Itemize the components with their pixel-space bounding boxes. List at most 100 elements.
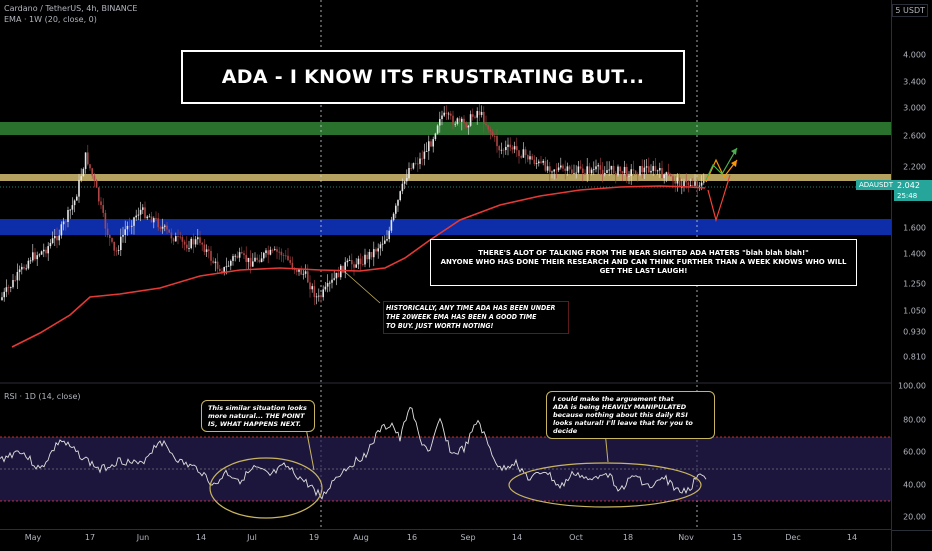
ema-indicator-label[interactable]: EMA · 1W (20, close, 0) (4, 15, 97, 24)
candle-body (302, 273, 305, 275)
candle-body (544, 160, 547, 171)
candle-body (694, 181, 696, 186)
rsi-indicator-label[interactable]: RSI · 1D (14, close) (4, 392, 81, 401)
candle-body (285, 255, 287, 257)
price-chart[interactable] (0, 0, 892, 530)
candle-body (430, 141, 432, 147)
candle-body (258, 259, 261, 263)
candle-body (513, 146, 516, 150)
yellow-support-zone (0, 174, 892, 181)
candle-body (32, 252, 34, 261)
candle-body (553, 169, 555, 172)
candle-body (540, 161, 542, 163)
candles (1, 103, 705, 305)
candle-body (568, 166, 571, 170)
candle-body (518, 150, 520, 157)
candle-body (333, 278, 335, 280)
candle-body (557, 167, 560, 171)
candle-body (428, 141, 430, 152)
candle-body (601, 169, 604, 175)
rsi-tick: 40.00 (903, 480, 926, 490)
candle-body (142, 207, 144, 210)
candle-body (194, 239, 197, 245)
candle-body (267, 250, 269, 255)
candle-body (524, 149, 527, 156)
candle-body (573, 173, 575, 174)
candle-body (674, 181, 676, 184)
candle-body (522, 149, 525, 158)
time-tick: May (24, 533, 42, 542)
candle-body (186, 244, 188, 249)
candle-body (353, 264, 355, 268)
candle-body (579, 166, 582, 169)
candle-body (199, 237, 201, 243)
price-axis[interactable]: 5 USDT 4.000 3.400 3.000 2.600 2.200 1.6… (891, 0, 932, 530)
candle-body (392, 213, 395, 221)
candle-body (150, 216, 153, 223)
candle-body (181, 237, 184, 242)
price-tick: 3.000 (903, 103, 926, 113)
candle-body (577, 166, 580, 173)
time-tick: Nov (678, 533, 694, 542)
candle-body (115, 250, 118, 252)
candle-body (502, 149, 505, 151)
candle-body (159, 227, 162, 229)
candle-body (122, 234, 124, 237)
projection-arrows (705, 147, 738, 223)
candle-body (538, 161, 540, 164)
axis-corner (891, 530, 932, 551)
candle-body (379, 244, 382, 249)
candle-body (590, 169, 593, 174)
candle-body (247, 257, 250, 262)
candle-body (3, 291, 5, 298)
candle-body (320, 295, 322, 298)
candle-body (236, 255, 239, 258)
candle-body (595, 166, 597, 170)
time-tick: 16 (406, 533, 418, 542)
ema-line (11, 185, 706, 348)
candle-body (23, 266, 25, 269)
candle-body (5, 287, 8, 292)
candle-body (650, 170, 652, 173)
candle-body (700, 182, 703, 186)
rsi-line (0, 406, 707, 500)
arrow-green (705, 147, 738, 181)
candle-body (410, 168, 412, 169)
price-tick: 1.400 (903, 249, 926, 259)
candle-body (667, 172, 670, 175)
currency-code: USDT (903, 6, 925, 15)
candle-body (117, 250, 120, 251)
candle-body (390, 220, 393, 231)
candle-body (564, 168, 566, 171)
candle-body (582, 168, 584, 174)
candle-body (300, 268, 302, 275)
candle-body (687, 182, 690, 186)
candle-body (346, 260, 349, 263)
candle-body (593, 169, 595, 171)
price-tick: 2.200 (903, 162, 926, 172)
candle-body (276, 249, 278, 252)
candle-body (408, 168, 410, 179)
candle-body (621, 171, 624, 174)
candle-body (494, 135, 496, 137)
candle-body (34, 252, 36, 260)
candle-body (234, 255, 236, 257)
candle-body (98, 187, 100, 202)
candle-body (51, 238, 54, 244)
candle-body (87, 152, 89, 165)
currency-label[interactable]: 5 USDT (892, 4, 928, 17)
current-price-tag: 2.042 (894, 180, 932, 191)
candle-body (373, 249, 375, 258)
price-tick: 1.250 (903, 279, 926, 289)
symbol-header[interactable]: Cardano / TetherUS, 4h, BINANCE (4, 4, 138, 13)
candle-body (208, 249, 210, 251)
candle-body (177, 236, 179, 237)
rsi-tick: 80.00 (903, 415, 926, 425)
candle-body (417, 163, 419, 165)
candle-body (630, 169, 632, 176)
candle-body (703, 181, 705, 183)
time-axis[interactable] (0, 529, 892, 551)
candle-body (157, 218, 159, 228)
candle-body (531, 156, 533, 160)
